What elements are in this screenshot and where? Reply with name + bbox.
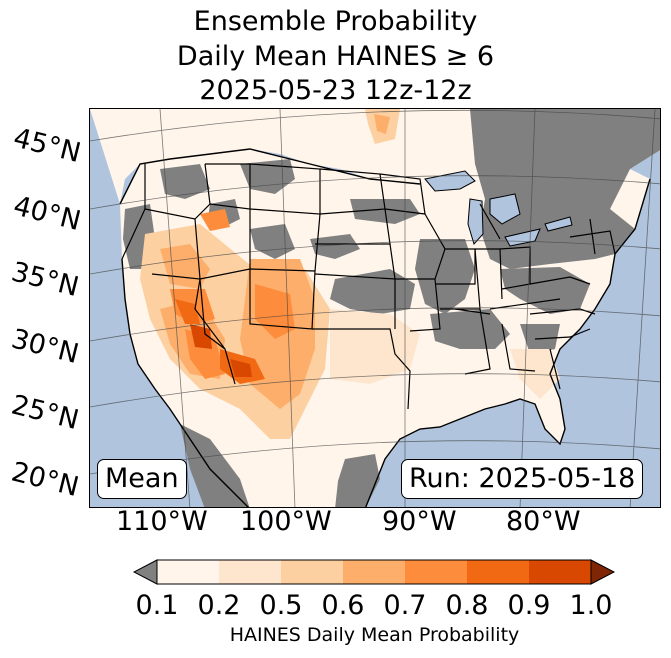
state-borders	[121, 163, 616, 410]
lon-label-110w: 110°W	[116, 506, 208, 537]
colorbar-segment	[529, 560, 592, 584]
colorbar-over-arrow	[590, 559, 616, 585]
colorbar-segment	[405, 560, 468, 584]
colorbar-tick-label: 0.6	[321, 590, 365, 621]
colorbar-tick-label: 0.1	[135, 590, 179, 621]
run-date-label: Run: 2025-05-18	[401, 459, 644, 499]
title-line-3: 2025-05-23 12z-12z	[199, 75, 472, 106]
colorbar-tick-label: 0.7	[383, 590, 427, 621]
lon-label-80w: 80°W	[506, 506, 581, 537]
colorbar-segment	[219, 560, 282, 584]
colorbar	[132, 559, 616, 585]
colorbar-label: HAINES Daily Mean Probability	[229, 624, 520, 646]
coastline	[119, 148, 651, 507]
colorbar-segment	[281, 560, 344, 584]
colorbar-segments	[157, 560, 592, 584]
colorbar-under-arrow	[132, 559, 158, 585]
lat-label-45n: 45°N	[10, 122, 84, 170]
title-line-1: Ensemble Probability	[193, 6, 478, 37]
colorbar-segment	[343, 560, 406, 584]
colorbar-tick-label: 0.8	[445, 590, 489, 621]
lon-label-100w: 100°W	[240, 506, 332, 537]
mean-label: Mean	[97, 459, 187, 499]
lat-label-25n: 25°N	[8, 389, 82, 437]
probability-map	[89, 108, 661, 508]
colorbar-outline	[156, 559, 592, 585]
lat-label-40n: 40°N	[10, 190, 84, 238]
lat-label-20n: 20°N	[8, 456, 82, 504]
graticule	[90, 109, 660, 507]
title-line-2: Daily Mean HAINES ≥ 6	[176, 41, 495, 72]
colorbar-tick-label: 0.5	[259, 590, 303, 621]
lat-label-35n: 35°N	[8, 256, 82, 304]
map-svg	[90, 109, 660, 507]
lat-label-30n: 30°N	[8, 323, 82, 371]
colorbar-tick-label: 0.2	[197, 590, 241, 621]
colorbar-tick-label: 0.9	[507, 590, 551, 621]
colorbar-segment	[157, 560, 220, 584]
lon-label-90w: 90°W	[382, 506, 457, 537]
colorbar-tick-label: 1.0	[569, 590, 613, 621]
colorbar-segment	[467, 560, 530, 584]
